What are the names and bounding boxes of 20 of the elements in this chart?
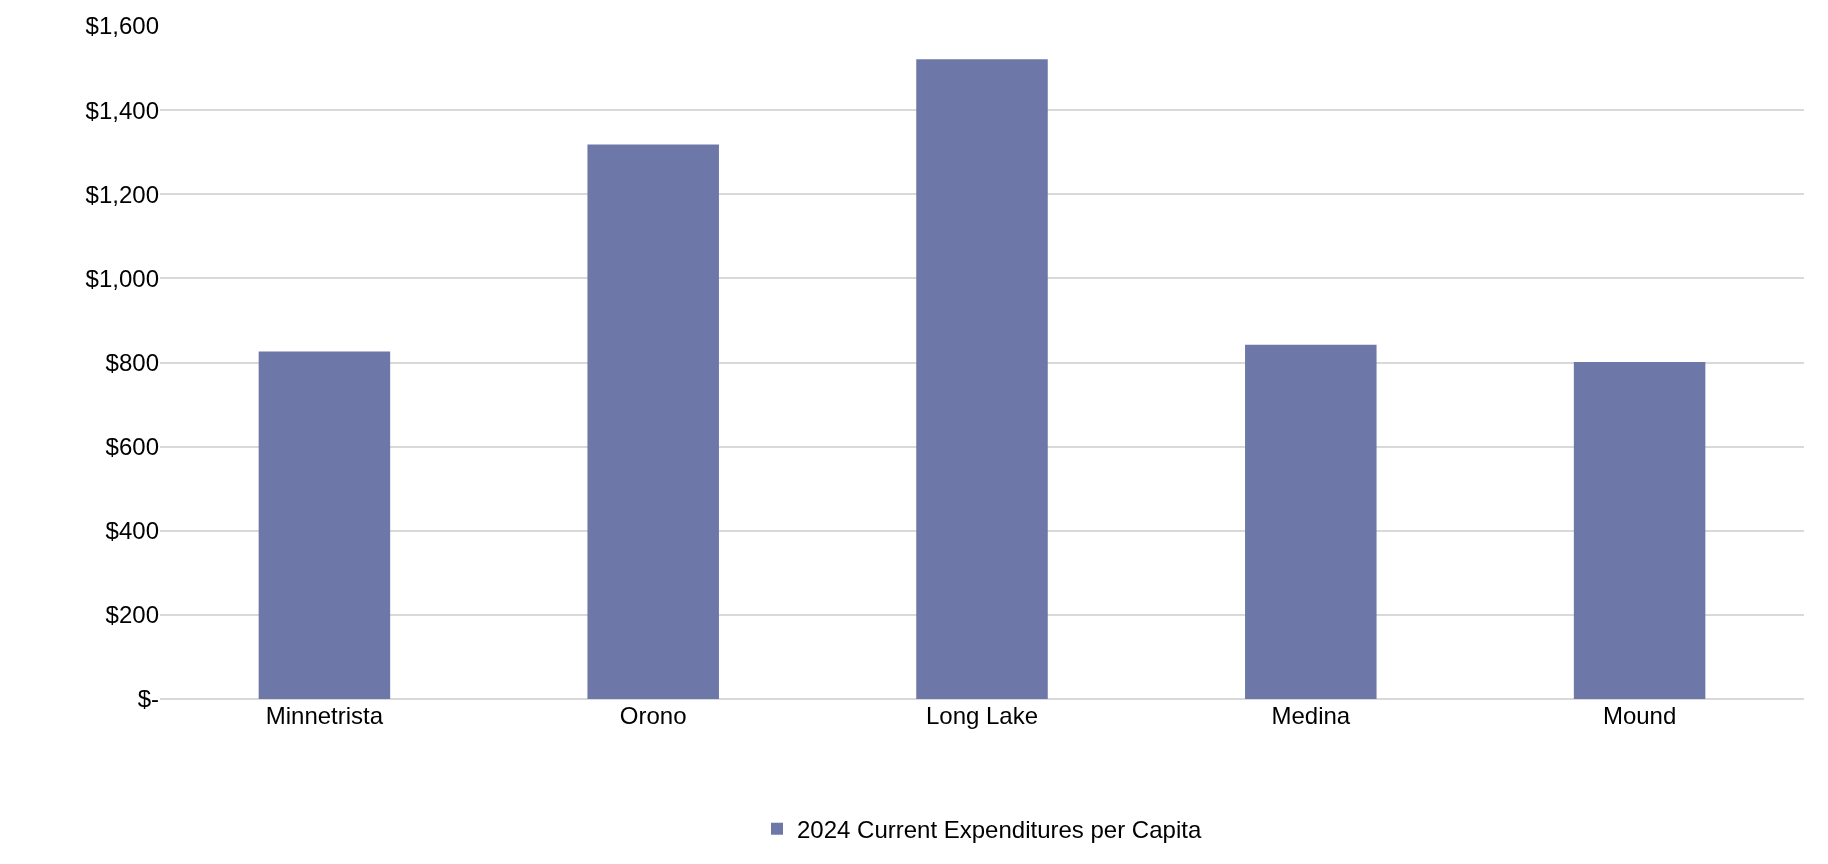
x-tick-label: Medina (1271, 702, 1351, 729)
legend-label: 2024 Current Expenditures per Capita (797, 816, 1202, 844)
y-tick-label: $1,400 (85, 96, 159, 124)
bar (1245, 344, 1377, 699)
y-tick-label: $1,200 (85, 180, 159, 208)
y-tick-label: $600 (105, 433, 159, 461)
y-tick-label: $1,000 (85, 264, 159, 292)
bar (1573, 362, 1706, 699)
x-tick-label: Mound (1602, 702, 1677, 729)
y-tick-label: $- (137, 685, 159, 713)
x-tick-label: Minnetrista (265, 702, 384, 729)
bar (587, 144, 719, 699)
bar (258, 351, 391, 699)
bar (916, 59, 1048, 699)
y-tick-label: $400 (105, 517, 159, 545)
y-tick-label: $1,600 (85, 12, 159, 40)
y-tick-label: $200 (105, 601, 159, 629)
x-tick-label: Long Lake (925, 702, 1039, 729)
y-tick-label: $800 (105, 348, 159, 376)
x-tick-label: Orono (619, 702, 687, 729)
